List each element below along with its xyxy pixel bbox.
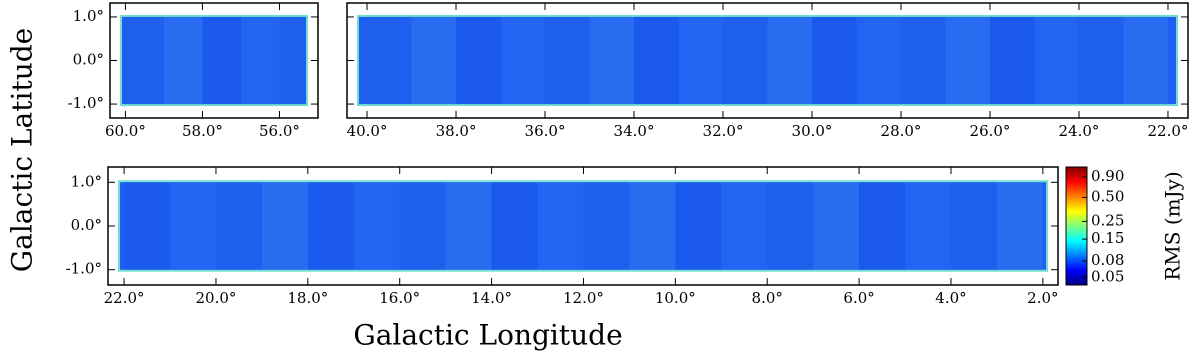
- x-tick-label: 28.0°: [881, 122, 922, 140]
- map-tile: [905, 182, 951, 270]
- x-tick-label: 2.0°: [1027, 289, 1058, 307]
- map-tile: [767, 16, 812, 105]
- x-tick-label: 24.0°: [1059, 122, 1100, 140]
- y-tick-label: 0.0°: [71, 216, 102, 234]
- map-tile: [545, 16, 590, 105]
- y-tick-label: 1.0°: [73, 7, 104, 25]
- map-tile: [723, 16, 768, 105]
- x-tick-label: 26.0°: [970, 122, 1011, 140]
- y-axis-label: Galactic Latitude: [6, 28, 39, 272]
- map-tile: [813, 182, 860, 270]
- map-tile: [945, 16, 990, 105]
- map-tile: [900, 16, 946, 105]
- map-tile: [124, 182, 171, 270]
- colorbar-tick-label: 0.50: [1091, 187, 1124, 205]
- x-tick-label: 6.0°: [843, 289, 874, 307]
- map-tile: [1123, 16, 1168, 105]
- x-tick-label: 16.0°: [379, 289, 420, 307]
- map-tile: [856, 16, 901, 105]
- y-tick-label: 1.0°: [71, 172, 102, 190]
- x-tick-label: 12.0°: [563, 289, 604, 307]
- x-tick-label: 10.0°: [655, 289, 696, 307]
- map-tile: [279, 16, 306, 105]
- y-tick-label: -1.0°: [68, 94, 104, 112]
- map-tile: [170, 182, 216, 270]
- x-tick-label: 14.0°: [471, 289, 512, 307]
- map-tile: [367, 16, 412, 105]
- map-tile: [399, 182, 446, 270]
- map-tile: [634, 16, 679, 105]
- map-tile: [240, 16, 280, 105]
- map-tile: [125, 16, 164, 105]
- map-tile: [678, 16, 724, 105]
- map-tile: [811, 16, 857, 105]
- x-tick-label: 20.0°: [196, 289, 237, 307]
- x-tick-label: 60.0°: [105, 122, 146, 140]
- map-tile: [721, 182, 768, 270]
- map-tile: [456, 16, 501, 105]
- x-tick-label: 30.0°: [792, 122, 833, 140]
- y-tick-label: 0.0°: [73, 51, 104, 69]
- colorbar-tick-label: 0.05: [1091, 267, 1124, 285]
- map-tile: [767, 182, 814, 270]
- map-tile: [859, 182, 906, 270]
- map-tile: [500, 16, 546, 105]
- map-tile: [950, 182, 997, 270]
- map-tile: [215, 182, 262, 270]
- map-tile: [163, 16, 203, 105]
- x-tick-label: 40.0°: [347, 122, 388, 140]
- x-tick-label: 22.0°: [1148, 122, 1189, 140]
- colorbar-tick-label: 0.08: [1091, 251, 1124, 269]
- x-tick-label: 32.0°: [703, 122, 744, 140]
- x-axis-label: Galactic Longitude: [353, 319, 622, 352]
- colorbar: [1065, 166, 1088, 286]
- map-tile: [353, 182, 400, 270]
- map-tile: [583, 182, 630, 270]
- x-tick-label: 38.0°: [436, 122, 477, 140]
- x-tick-label: 4.0°: [935, 289, 966, 307]
- map-tile: [307, 182, 354, 270]
- map-tile: [411, 16, 457, 105]
- map-tile: [491, 182, 538, 270]
- map-tile: [675, 182, 722, 270]
- colorbar-tick-label: 0.25: [1091, 211, 1124, 229]
- map-tile: [445, 182, 492, 270]
- colorbar-tick-label: 0.15: [1091, 229, 1124, 247]
- map-tile: [261, 182, 308, 270]
- x-tick-label: 18.0°: [287, 289, 328, 307]
- x-tick-label: 8.0°: [752, 289, 783, 307]
- map-tile: [1078, 16, 1124, 105]
- x-tick-label: 36.0°: [525, 122, 566, 140]
- x-tick-label: 56.0°: [259, 122, 300, 140]
- y-tick-label: -1.0°: [66, 260, 102, 278]
- map-tile: [589, 16, 635, 105]
- map-tile: [629, 182, 676, 270]
- map-tile: [1034, 16, 1079, 105]
- map-tile: [989, 16, 1035, 105]
- x-tick-label: 22.0°: [104, 289, 145, 307]
- map-tile: [202, 16, 241, 105]
- colorbar-label: RMS (mJy): [1161, 171, 1185, 280]
- x-tick-label: 34.0°: [614, 122, 655, 140]
- map-tile: [537, 182, 584, 270]
- colorbar-tick-label: 0.90: [1091, 167, 1124, 185]
- map-tile: [996, 182, 1043, 270]
- x-tick-label: 58.0°: [182, 122, 223, 140]
